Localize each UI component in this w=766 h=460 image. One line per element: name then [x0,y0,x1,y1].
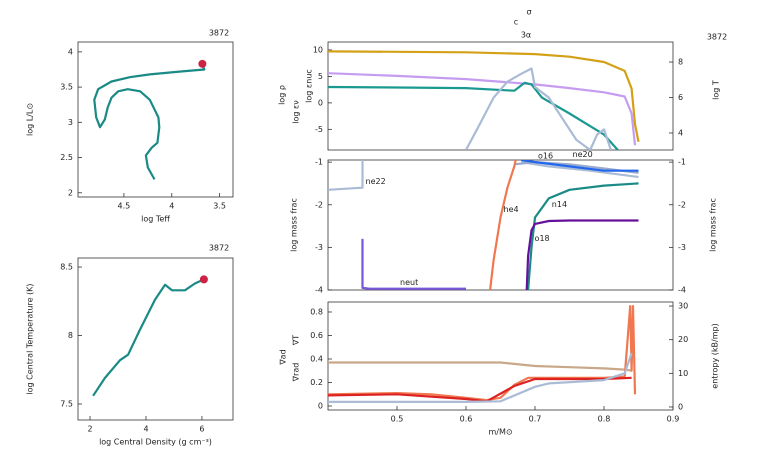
series-label: log T [712,80,721,100]
x-tick-label: 2 [87,425,92,434]
y2-tick-label: -3 [678,243,686,252]
title-line: σ [526,8,531,17]
y2-tick-label: 0 [678,402,683,411]
y2-tick-label: -1 [678,158,686,167]
y-tick-label: -1 [315,158,323,167]
series-label: ∇rad [292,363,301,383]
series-line [465,67,612,150]
series-label: ne20 [573,150,593,159]
x-tick-label: 0.9 [667,415,680,424]
x-tick-label: 0.7 [529,415,542,424]
y-tick-label: -3 [315,243,323,252]
series-line [328,376,632,403]
y-tick-label: 7.5 [60,399,73,408]
series-label: neut [400,278,418,287]
y-tick-label: 3.5 [60,83,73,92]
y-axis-label: log L/L⊙ [26,103,35,136]
x-tick-label: 4 [169,202,174,211]
y2-tick-label: -4 [678,286,686,295]
title-line: 3α [521,31,531,40]
x-tick-label: 3.5 [213,202,226,211]
title-line: c [514,18,518,27]
y-tick-label: 3 [68,118,73,127]
x-tick-label: 0.6 [460,415,473,424]
series-line [328,81,619,150]
series-line [328,361,632,372]
series-line [92,278,205,397]
y-tick-label: 8 [68,331,73,340]
y-tick-label: 8.5 [60,263,73,272]
x-tick-label: 6 [199,425,204,434]
y-tick-label: 10 [313,45,323,54]
series-label: log εnuc [305,69,314,103]
x-tick-label: 0.8 [598,415,611,424]
series-line [489,160,517,290]
current-model-marker [199,275,208,284]
model-number: 3872 [707,33,727,42]
x-axis-label: log Central Density (g cm⁻³) [99,438,212,447]
series-line [328,305,637,402]
series-line [525,219,639,290]
series-line [361,238,466,290]
y-tick-label: 0 [318,98,323,107]
y-tick-label: 2 [68,188,73,197]
y2-tick-label: 4 [678,128,683,137]
series-label: o16 [538,152,553,161]
series-line [527,182,639,290]
model-number: 3872 [209,244,229,253]
y2-tick-label: 8 [678,58,683,67]
y-tick-label: 5 [318,72,323,81]
current-model-marker [198,59,207,68]
series-label: ∇T [292,335,301,346]
y-tick-label: -4 [315,286,323,295]
plot-frame [327,41,674,151]
series-line [328,352,633,403]
series-line [328,160,639,191]
series-line [328,50,640,143]
y-tick-label: 0 [318,402,323,411]
y2-axis-label: entropy (kB/mp) [711,323,720,388]
plot-frame [327,159,674,291]
y-tick-label: -5 [315,125,323,134]
x-tick-label: 4 [143,425,148,434]
plot-frame [77,41,234,198]
y-axis-label: log Central Temperature (K) [26,283,35,394]
x-tick-label: 4.5 [118,202,131,211]
series-label: log ρ [278,85,287,105]
series-label: he4 [504,205,519,214]
plot-frame [77,257,234,421]
x-axis-label: m/M⊙ [488,428,512,437]
series-line [521,160,639,172]
y-tick-label: 0.8 [310,307,323,316]
plot-frame [327,301,674,411]
y-tick-label: 2.5 [60,153,73,162]
y-tick-label: 4 [68,47,73,56]
series-label: ∇ad [279,349,288,365]
model-number: 3872 [209,29,229,38]
y2-tick-label: 6 [678,93,683,102]
series-label: log εν [292,100,301,124]
series-label: n14 [552,200,567,209]
y2-tick-label: 10 [678,369,688,378]
y2-tick-label: 30 [678,302,688,311]
y-tick-label: 0.6 [310,331,323,340]
y-tick-label: 0.2 [310,378,323,387]
series-line [328,72,637,146]
x-axis-label: log Teff [141,215,170,224]
y2-tick-label: 20 [678,335,688,344]
y2-axis-label: log mass frac [709,198,718,252]
series-line [93,64,206,180]
series-label: o18 [535,234,550,243]
x-tick-label: 0.5 [391,415,404,424]
series-label: ne22 [366,177,386,186]
y-axis-label: log mass frac [290,198,299,252]
y2-tick-label: -2 [678,200,686,209]
y-tick-label: 0.4 [310,354,323,363]
y-tick-label: -2 [315,200,323,209]
